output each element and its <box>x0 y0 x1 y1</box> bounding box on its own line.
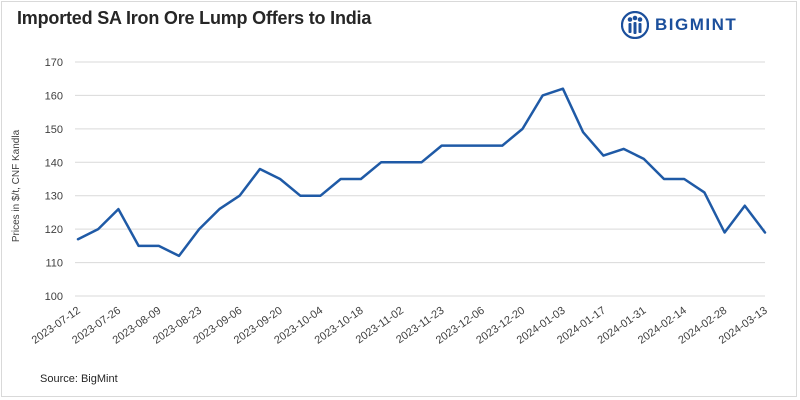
brand-name: BIGMINT <box>655 15 738 34</box>
y-tick-label: 170 <box>45 57 63 69</box>
series-line-0 <box>76 87 767 258</box>
grid-lines <box>75 61 765 297</box>
y-tick-label: 160 <box>45 90 63 102</box>
y-axis-label: Prices in $/t, CNF Kandla <box>11 129 22 242</box>
y-axis-ticks: 100 110 120 130 140 150 160 170 <box>45 57 63 303</box>
series-group <box>76 87 767 258</box>
bigmint-logo-icon <box>621 11 649 39</box>
y-tick-label: 110 <box>45 258 63 270</box>
y-tick-label: 130 <box>45 191 63 203</box>
y-tick-label: 100 <box>45 291 63 303</box>
chart-title: Imported SA Iron Ore Lump Offers to Indi… <box>17 8 372 28</box>
brand-logo: BIGMINT <box>621 11 757 39</box>
source-note: Source: BigMint <box>40 373 118 385</box>
y-tick-label: 150 <box>45 124 63 136</box>
y-tick-label: 120 <box>45 224 63 236</box>
x-axis-ticks: 2023-07-122023-07-262023-08-092023-08-23… <box>30 305 770 347</box>
y-tick-label: 140 <box>45 157 63 169</box>
